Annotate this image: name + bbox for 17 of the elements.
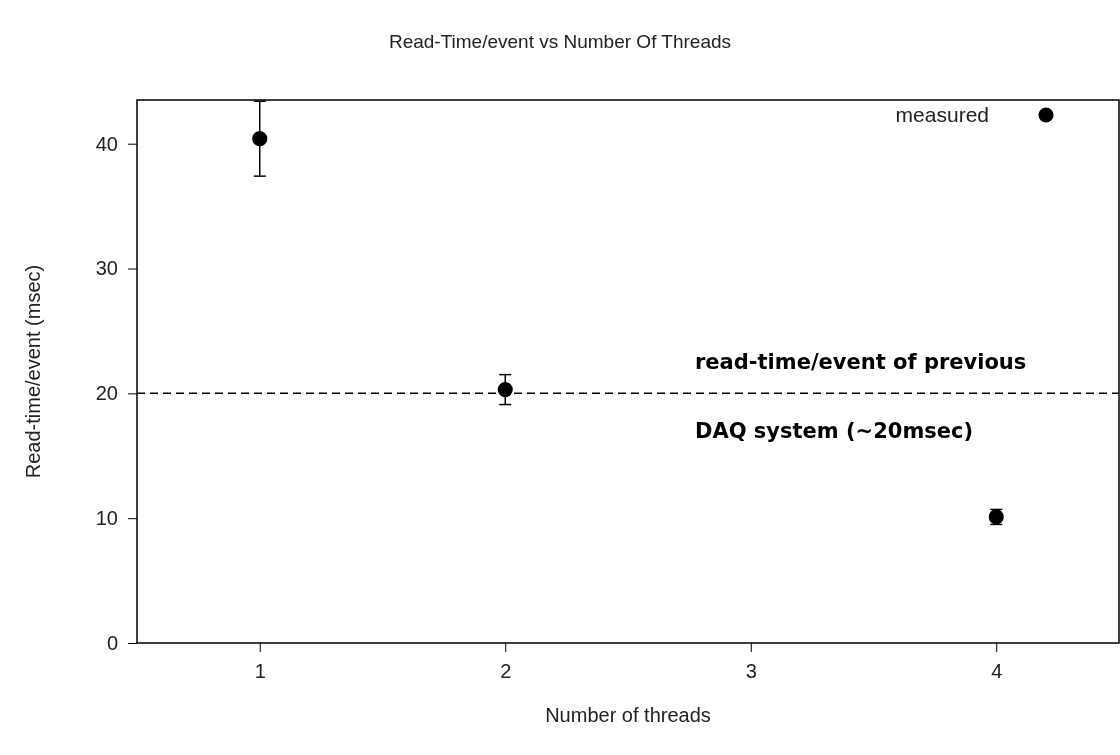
y-axis-title: Read-time/event (msec): [22, 264, 44, 479]
annotation: DAQ system (~20msec): [695, 419, 974, 444]
x-tick-label: 3: [745, 660, 757, 683]
x-tick-label: 2: [500, 660, 512, 683]
y-tick-label: 0: [106, 631, 118, 654]
legend-label: measured: [895, 103, 989, 127]
point: [252, 131, 268, 147]
x-axis-title: Number of threads: [545, 704, 711, 726]
y-tick-label: 10: [95, 507, 118, 530]
annotation: read-time/event of previous: [695, 350, 1027, 375]
chart-title: Read-Time/event vs Number Of Threads: [388, 31, 732, 52]
x-tick-label: 1: [254, 660, 266, 683]
x-tick-label: 4: [991, 660, 1003, 683]
y-tick-label: 40: [95, 132, 118, 155]
y-tick-label: 30: [95, 257, 118, 280]
y-tick-label: 20: [95, 382, 118, 405]
point: [497, 382, 513, 398]
